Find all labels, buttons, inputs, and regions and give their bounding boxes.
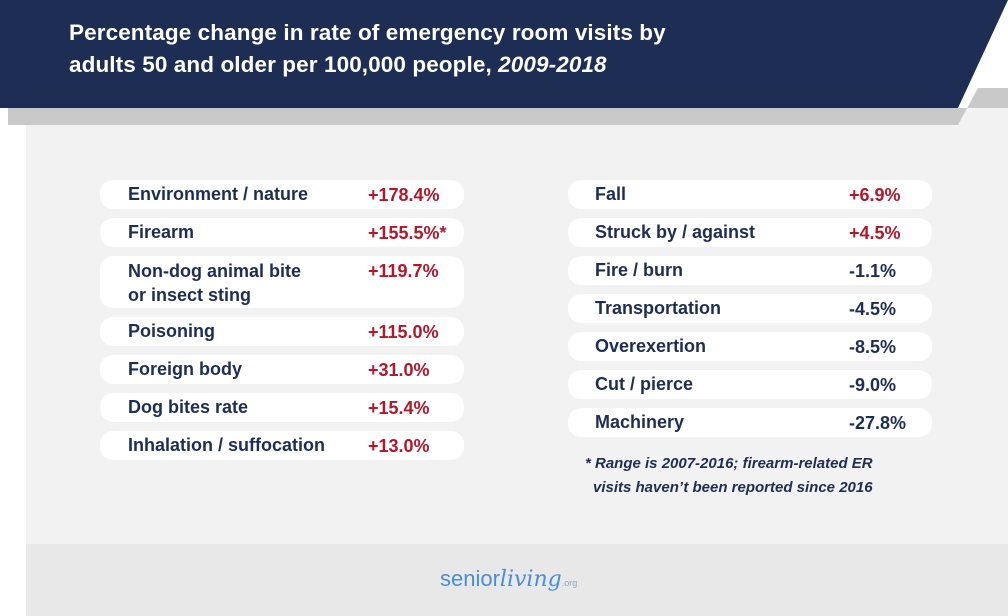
row-label-left-0: Environment / nature (128, 184, 309, 204)
logo-living: living (499, 567, 562, 592)
row-value-left-2: +119.7% (368, 261, 439, 281)
row-value-right-2: -1.1% (849, 261, 897, 281)
row-label-right-6: Machinery (595, 412, 685, 432)
row-pill-right-3 (568, 294, 932, 323)
row-pill-left-2 (100, 256, 464, 308)
row-label-right-5: Cut / pierce (595, 374, 694, 394)
row-value-left-0: +178.4% (368, 185, 440, 205)
chart-title-line-2: adults 50 and older per 100,000 people, … (69, 52, 607, 78)
row-value-right-5: -9.0% (849, 375, 897, 395)
chart-title-main: adults 50 and older per 100,000 people, (69, 52, 499, 77)
seniorliving-logo: seniorliving.org (440, 566, 577, 592)
row-pill-left-0 (100, 180, 464, 209)
banner-shadow (8, 88, 1008, 125)
logo-senior: senior (440, 566, 500, 591)
footnote-line-2: visits haven’t been reported since 2016 (593, 479, 873, 496)
row-label-left-2-line-1: or insect sting (128, 285, 252, 305)
footnote-line-1: * Range is 2007-2016; firearm-related ER (585, 455, 873, 472)
row-value-right-3: -4.5% (849, 299, 897, 319)
row-value-right-1: +4.5% (849, 223, 901, 243)
row-label-left-4: Foreign body (128, 359, 242, 379)
row-label-left-3: Poisoning (128, 321, 215, 341)
row-label-left-5: Dog bites rate (128, 397, 249, 417)
row-label-right-3: Transportation (595, 298, 722, 318)
row-value-left-5: +15.4% (368, 398, 430, 418)
row-value-left-4: +31.0% (368, 360, 430, 380)
row-pill-right-2 (568, 256, 932, 285)
chart-title-date-range: 2009-2018 (498, 52, 607, 77)
row-pill-left-3 (100, 317, 464, 346)
row-value-right-6: -27.8% (849, 413, 907, 433)
row-value-left-6: +13.0% (368, 436, 430, 456)
row-pill-left-4 (100, 355, 464, 384)
row-pill-right-6 (568, 408, 932, 437)
row-label-left-6: Inhalation / suffocation (128, 435, 325, 455)
row-pill-left-6 (100, 431, 464, 460)
row-value-left-3: +115.0% (368, 322, 439, 342)
row-label-right-2: Fire / burn (595, 260, 684, 280)
row-pill-left-5 (100, 393, 464, 422)
title-banner (0, 0, 1008, 108)
row-value-left-1: +155.5%* (368, 223, 447, 243)
row-label-right-1: Struck by / against (595, 222, 756, 242)
row-pill-right-1 (568, 218, 932, 247)
row-value-right-4: -8.5% (849, 337, 897, 357)
row-pill-right-0 (568, 180, 932, 209)
row-value-right-0: +6.9% (849, 185, 901, 205)
row-pills-group (100, 180, 932, 460)
row-label-right-0: Fall (595, 184, 627, 204)
row-pill-left-1 (100, 218, 464, 247)
row-pill-right-4 (568, 332, 932, 361)
footer-band (26, 544, 1008, 616)
row-pill-right-5 (568, 370, 932, 399)
logo-org: .org (561, 578, 578, 588)
chart-title-line-1: Percentage change in rate of emergency r… (69, 20, 666, 45)
row-label-left-2-line-0: Non-dog animal bite (128, 261, 301, 281)
row-label-right-4: Overexertion (595, 336, 707, 356)
row-label-left-1: Firearm (128, 222, 195, 242)
